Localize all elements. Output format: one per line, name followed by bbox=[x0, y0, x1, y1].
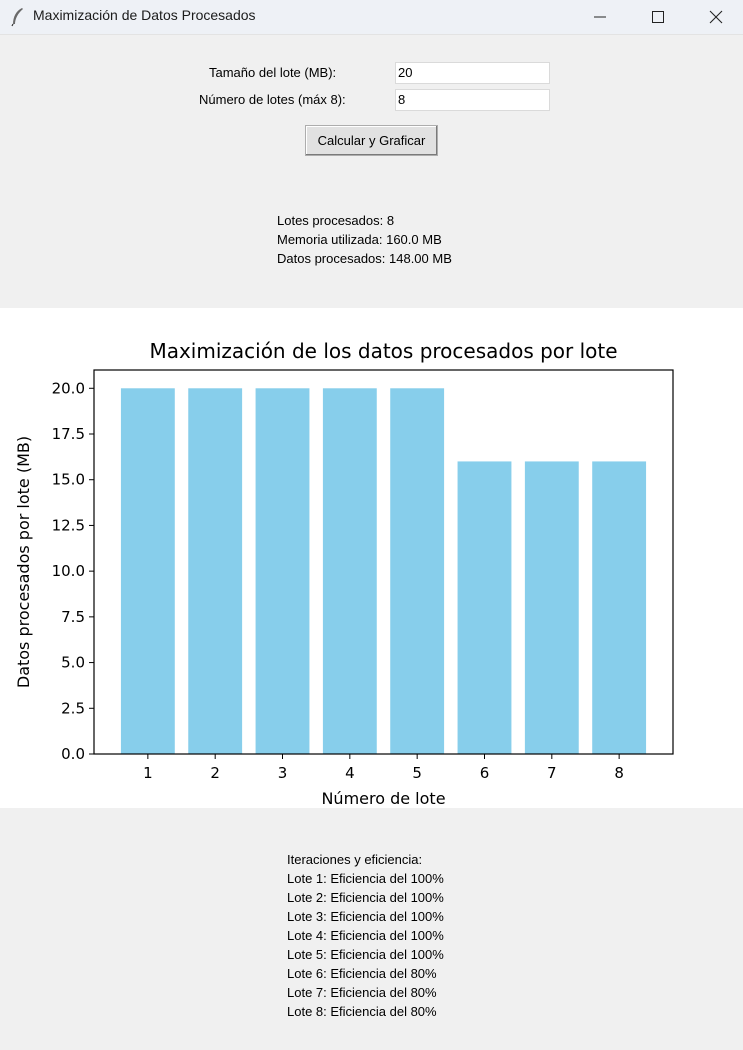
chart-canvas: 0.0 2.5 5.0 7.5 10.0 12.5 15.0 17.5 20.0 1 2 3 4 5 6 7 8… bbox=[0, 308, 743, 808]
iteration-line: Lote 4: Eficiencia del 100% bbox=[287, 928, 444, 943]
minimize-button[interactable] bbox=[571, 0, 629, 33]
iteration-line: Lote 1: Eficiencia del 100% bbox=[287, 871, 444, 886]
title-bar: Maximización de Datos Procesados bbox=[0, 0, 743, 35]
y-axis-label: Datos procesados por lote (MB) bbox=[14, 436, 33, 688]
data-processed-text: Datos procesados: 148.00 MB bbox=[277, 251, 452, 266]
iteration-line: Lote 3: Eficiencia del 100% bbox=[287, 909, 444, 924]
iteration-line: Lote 8: Eficiencia del 80% bbox=[287, 1004, 437, 1019]
iterations-block: Iteraciones y eficiencia: Lote 1: Eficie… bbox=[287, 850, 444, 1021]
batch-count-label: Número de lotes (máx 8): bbox=[199, 92, 346, 107]
bar bbox=[120, 388, 175, 754]
x-tick-label: 5 bbox=[412, 764, 422, 782]
bar bbox=[524, 461, 579, 754]
close-icon bbox=[709, 10, 723, 24]
window-title: Maximización de Datos Procesados bbox=[33, 7, 256, 23]
calculate-button[interactable]: Calcular y Graficar bbox=[305, 125, 438, 156]
batch-count-input[interactable]: 8 bbox=[395, 89, 550, 111]
close-button[interactable] bbox=[687, 0, 743, 33]
y-tick-label: 12.5 bbox=[52, 516, 85, 534]
x-tick-label: 2 bbox=[210, 764, 220, 782]
iteration-line: Lote 6: Eficiencia del 80% bbox=[287, 966, 437, 981]
y-tick-label: 7.5 bbox=[61, 608, 85, 626]
bar bbox=[255, 388, 310, 754]
y-tick-label: 17.5 bbox=[52, 425, 85, 443]
x-tick-label: 1 bbox=[143, 764, 153, 782]
bar bbox=[390, 388, 445, 754]
bar-chart: 0.0 2.5 5.0 7.5 10.0 12.5 15.0 17.5 20.0 1 2 3 4 5 6 7 8… bbox=[14, 339, 674, 808]
maximize-button[interactable] bbox=[629, 0, 687, 33]
y-tick-label: 0.0 bbox=[61, 745, 85, 763]
y-tick-label: 15.0 bbox=[52, 471, 85, 489]
plot-frame bbox=[93, 369, 674, 755]
bar bbox=[457, 461, 512, 754]
bar bbox=[188, 388, 243, 754]
iteration-line: Lote 5: Eficiencia del 100% bbox=[287, 947, 444, 962]
iteration-line: Lote 7: Eficiencia del 80% bbox=[287, 985, 437, 1000]
batch-size-label: Tamaño del lote (MB): bbox=[209, 65, 337, 80]
bar bbox=[592, 461, 647, 754]
y-tick-label: 10.0 bbox=[52, 562, 85, 580]
x-tick-label: 8 bbox=[614, 764, 624, 782]
batches-processed-text: Lotes procesados: 8 bbox=[277, 213, 395, 228]
y-tick-label: 2.5 bbox=[61, 699, 85, 717]
maximize-icon bbox=[652, 11, 664, 23]
bar bbox=[322, 388, 377, 754]
x-tick-label: 6 bbox=[480, 764, 490, 782]
x-tick-label: 4 bbox=[345, 764, 355, 782]
summary-block: Lotes procesados: 8 Memoria utilizada: 1… bbox=[277, 211, 452, 268]
x-tick-label: 7 bbox=[547, 764, 557, 782]
iterations-header: Iteraciones y eficiencia: bbox=[287, 852, 423, 867]
y-tick-label: 20.0 bbox=[52, 379, 85, 397]
feather-icon bbox=[10, 7, 26, 31]
iteration-line: Lote 2: Eficiencia del 100% bbox=[287, 890, 444, 905]
x-tick-label: 3 bbox=[278, 764, 288, 782]
minimize-icon bbox=[594, 16, 606, 18]
x-axis-label: Número de lote bbox=[321, 789, 445, 808]
chart-title: Maximización de los datos procesados por… bbox=[149, 339, 617, 363]
y-tick-label: 5.0 bbox=[61, 654, 85, 672]
batch-size-input[interactable]: 20 bbox=[395, 62, 550, 84]
memory-used-text: Memoria utilizada: 160.0 MB bbox=[277, 232, 442, 247]
